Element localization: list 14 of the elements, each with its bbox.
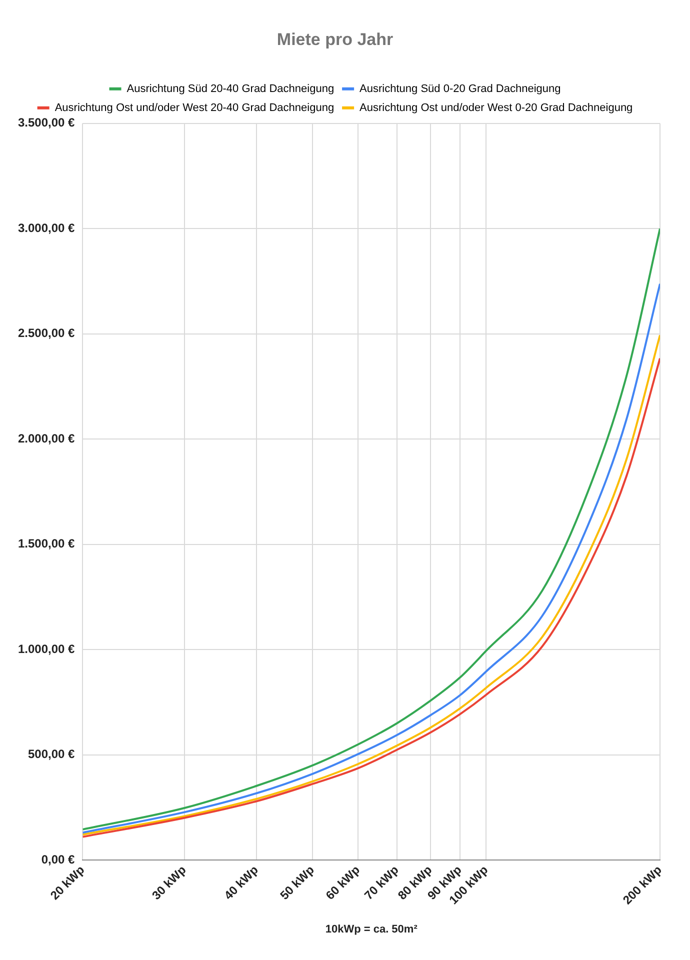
x-axis-title: 10kWp = ca. 50m² [325,923,418,936]
y-tick-label: 1.500,00 € [18,536,76,551]
y-tick-label: 3.500,00 € [18,116,76,130]
y-tick-label: 2.000,00 € [18,431,76,446]
chart-title: Miete pro Jahr [276,30,394,49]
legend-label: Ausrichtung Süd 20-40 Grad Dachneigung [126,82,334,95]
y-tick-label: 2.500,00 € [18,326,76,340]
legend-label: Ausrichtung Ost und/oder West 0-20 Grad Dachneigung [360,102,633,114]
y-tick-label: 3.000,00 € [18,220,76,235]
legend-label: Ausrichtung Ost und/oder West 20-40 Grad Dachneigung [54,102,334,114]
y-tick-label: 500,00 € [28,747,76,762]
y-tick-label: 0,00 € [41,852,76,867]
legend-label: Ausrichtung Süd 0-20 Grad Dachneigung [360,82,561,95]
y-tick-label: 1.000,00 € [18,642,76,656]
